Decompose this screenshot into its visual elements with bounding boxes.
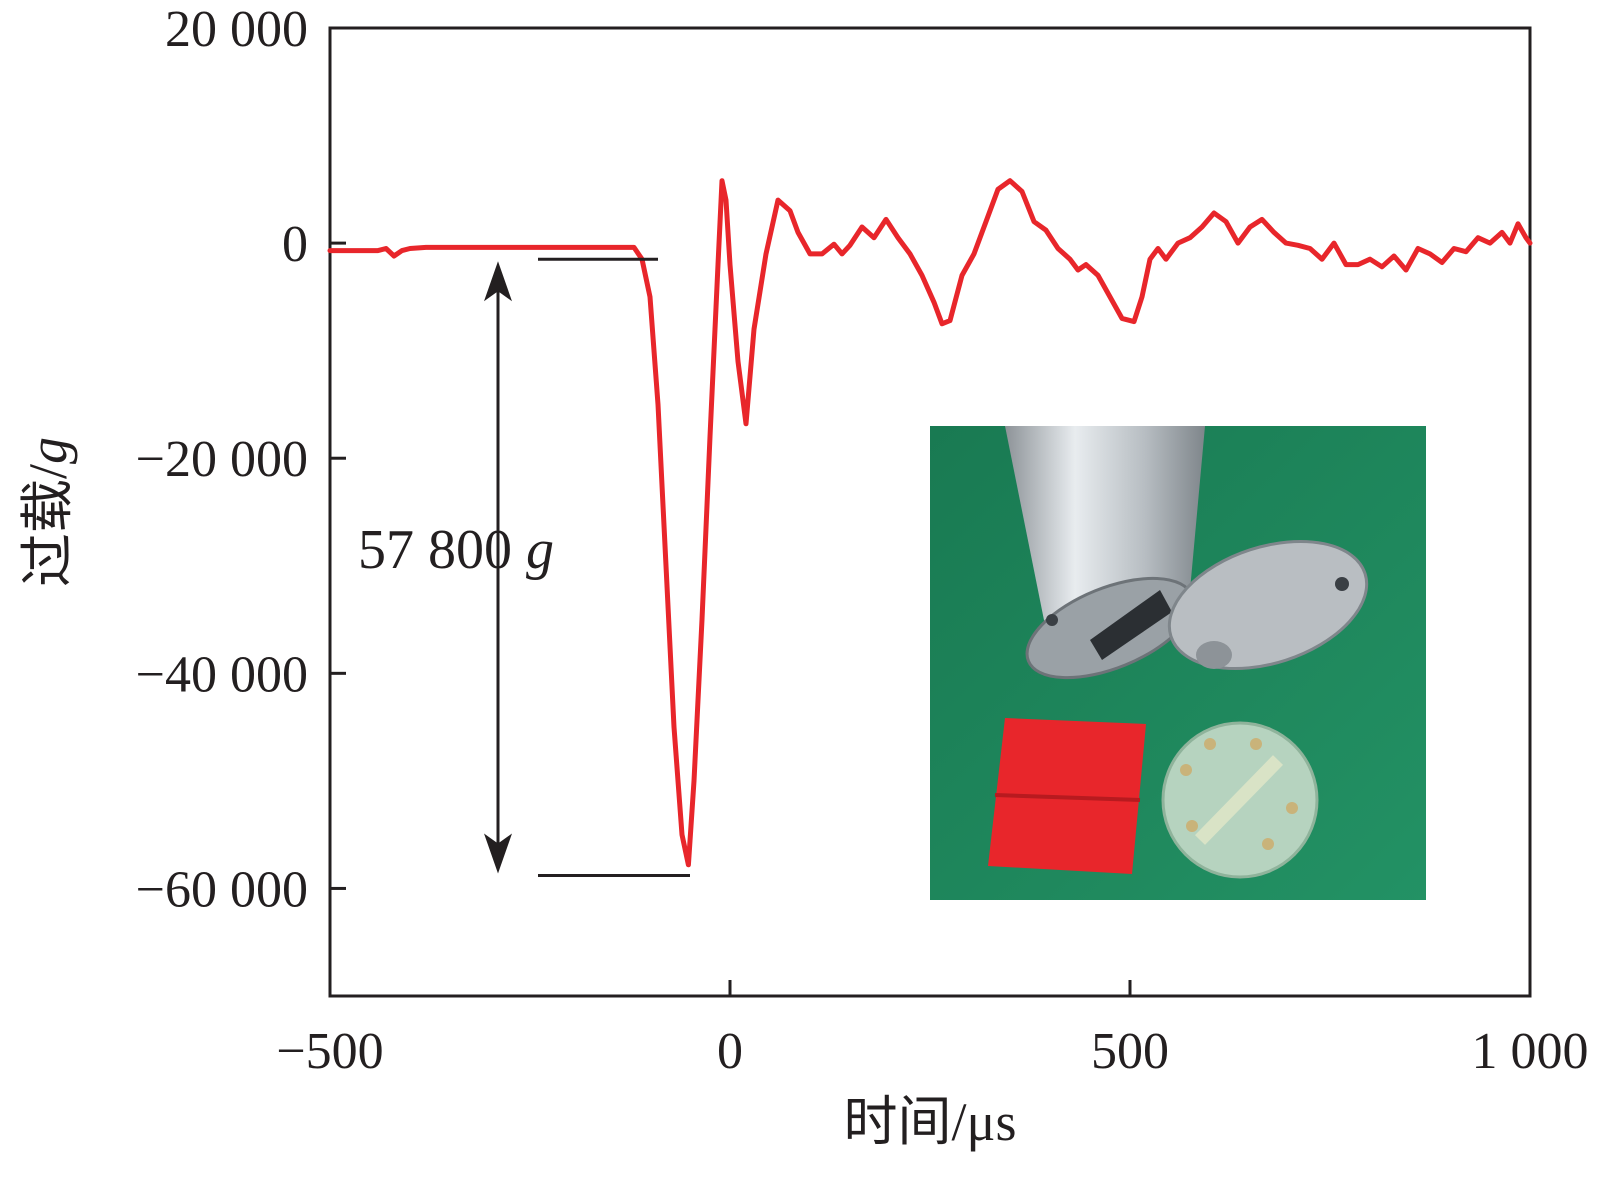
series-line [327, 178, 1533, 868]
y-axis-ticks: 20 000 0 −20 000 −40 000 −60 000 [136, 1, 346, 918]
inset-photo [930, 426, 1426, 900]
annotation-arrow-down-head [484, 833, 512, 874]
y-tick-label: 0 [282, 216, 308, 273]
annotation-arrow-up-head [484, 261, 512, 302]
inset-end-plate [1167, 539, 1369, 671]
amplitude-annotation: 57 800 g [358, 257, 690, 878]
x-axis-title: 时间/μs [844, 1092, 1017, 1152]
inset-red-pad [988, 718, 1146, 874]
x-axis-ticks: −500 0 500 1 000 [276, 980, 1589, 1080]
inset-aluminium-cylinder [1005, 426, 1205, 680]
annotation-label: 57 800 g [358, 519, 554, 581]
y-tick-label: −20 000 [136, 431, 308, 488]
y-axis-title: 过载/g [18, 437, 78, 587]
y-tick-label: 20 000 [165, 1, 308, 58]
plot-frame [328, 26, 1532, 998]
x-tick-label: −500 [276, 1023, 383, 1080]
x-tick-label: 1 000 [1472, 1023, 1589, 1080]
x-tick-label: 500 [1091, 1023, 1169, 1080]
y-tick-label: −40 000 [136, 646, 308, 703]
x-tick-label: 0 [717, 1023, 743, 1080]
inset-circuit-disc [1161, 721, 1319, 879]
y-tick-label: −60 000 [136, 861, 308, 918]
